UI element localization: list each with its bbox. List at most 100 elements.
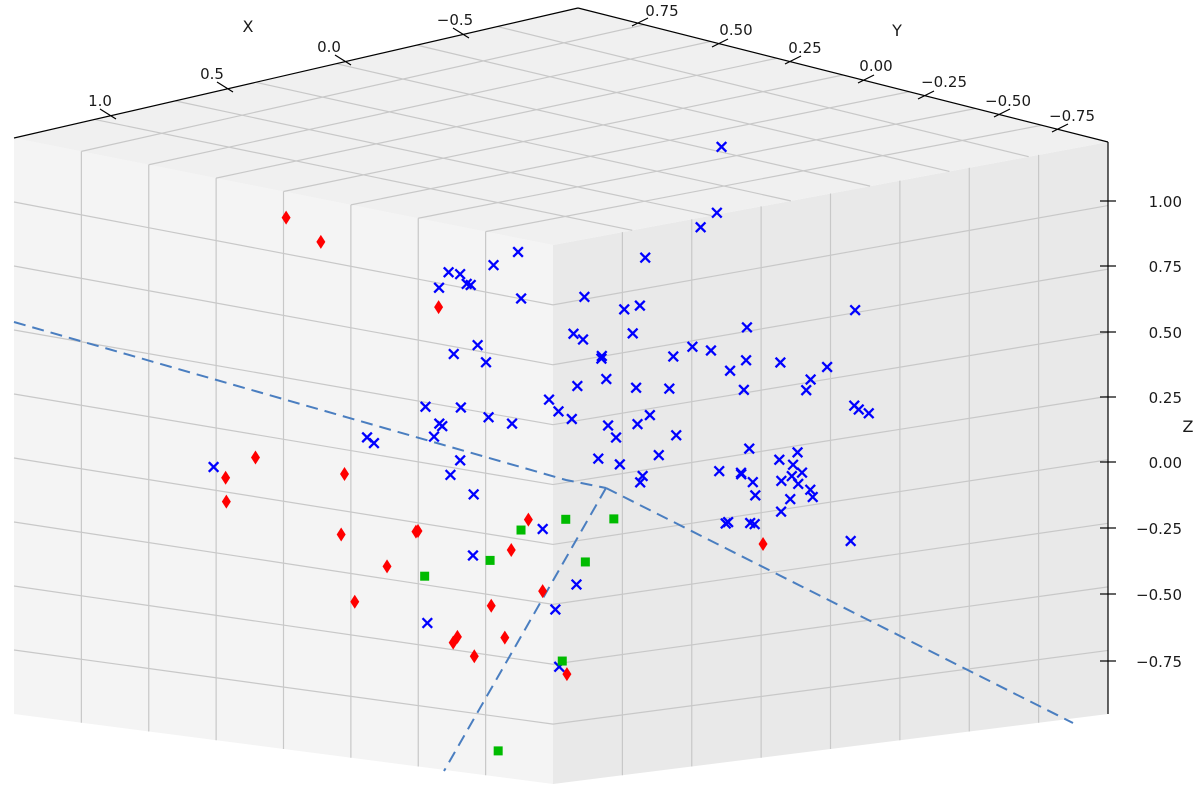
point-red-diamond xyxy=(221,494,231,509)
point-blue-x xyxy=(775,506,787,518)
point-blue-x xyxy=(595,352,608,365)
point-blue-x xyxy=(800,384,812,396)
point-blue-x xyxy=(787,459,799,471)
z-tick-label: −0.25 xyxy=(1136,520,1182,538)
point-blue-x xyxy=(634,476,646,488)
point-blue-x xyxy=(773,454,785,466)
point-blue-x xyxy=(804,484,816,496)
point-blue-x xyxy=(653,449,665,461)
point-blue-x xyxy=(774,356,787,369)
z-tick-label: 0.50 xyxy=(1149,324,1182,342)
point-red-diamond xyxy=(411,524,421,539)
point-blue-x xyxy=(571,380,583,392)
point-blue-x xyxy=(724,365,736,377)
point-blue-x xyxy=(419,401,432,413)
point-blue-x xyxy=(713,465,725,477)
x-axis-line xyxy=(13,7,579,139)
x-tick-mark xyxy=(452,27,470,39)
point-red-diamond xyxy=(340,466,350,481)
y-tick-mark xyxy=(917,90,935,100)
axis-labels: X Y Z xyxy=(243,17,1194,436)
point-blue-x xyxy=(454,454,466,466)
point-blue-x xyxy=(670,429,682,441)
grid-line-horizontal xyxy=(13,457,1109,546)
z-tick-label: −0.75 xyxy=(1136,653,1182,671)
point-blue-x xyxy=(791,446,804,458)
point-blue-x xyxy=(570,578,583,591)
point-red-diamond xyxy=(221,470,231,485)
y-tick-label: −0.25 xyxy=(921,73,967,91)
y-tick-label: 0.50 xyxy=(719,21,752,39)
grid-line-horizontal xyxy=(13,201,1109,306)
point-blue-x xyxy=(549,603,562,616)
grid-line-horizontal xyxy=(13,329,1109,426)
y-tick-mark xyxy=(993,108,1011,118)
y-tick-label: 0.75 xyxy=(645,2,678,20)
y-tick-label: −0.50 xyxy=(985,92,1031,110)
point-blue-x xyxy=(667,350,679,363)
point-blue-x xyxy=(775,475,787,487)
point-blue-x xyxy=(738,384,750,396)
point-blue-x xyxy=(863,407,875,419)
point-blue-x xyxy=(610,431,622,444)
z-tick-label: 1.00 xyxy=(1149,193,1182,211)
point-blue-x xyxy=(749,489,761,501)
point-green-square xyxy=(580,557,590,567)
point-blue-x xyxy=(468,488,480,501)
axis-ticks: 1.00.50.0−0.5 0.750.500.250.00−0.25−0.50−… xyxy=(88,2,1182,671)
point-blue-x xyxy=(567,328,580,340)
point-blue-x xyxy=(578,291,591,303)
point-red-diamond xyxy=(281,210,291,225)
point-red-diamond xyxy=(486,598,496,613)
grid-line-horizontal xyxy=(13,393,1109,486)
dashed-line-right xyxy=(605,487,1074,724)
point-blue-x xyxy=(784,493,796,505)
point-green-square xyxy=(516,525,526,535)
point-blue-x xyxy=(627,327,639,339)
point-blue-x xyxy=(848,400,860,412)
point-red-diamond xyxy=(500,630,510,645)
point-red-diamond xyxy=(350,594,360,609)
point-blue-x xyxy=(740,354,752,366)
point-blue-x xyxy=(454,268,466,280)
dashed-line-upper-left xyxy=(13,321,607,489)
point-blue-x xyxy=(804,373,817,386)
point-blue-x xyxy=(552,405,565,417)
point-blue-x xyxy=(792,478,804,490)
point-blue-x xyxy=(472,339,484,351)
z-tick-label: 0.25 xyxy=(1149,389,1182,407)
point-green-square xyxy=(485,555,495,565)
point-blue-x xyxy=(743,442,755,455)
point-red-diamond xyxy=(316,234,326,249)
point-blue-x xyxy=(433,417,445,430)
top-pane xyxy=(14,8,1108,245)
point-blue-x xyxy=(807,491,819,503)
point-blue-x xyxy=(448,348,460,360)
point-red-diamond xyxy=(250,450,260,465)
dashed-line-lower-left xyxy=(443,487,607,772)
point-blue-x xyxy=(630,382,642,394)
z-axis-label: Z xyxy=(1183,417,1194,436)
point-red-diamond xyxy=(434,300,444,315)
point-blue-x xyxy=(663,383,675,395)
z-tick-label: 0.00 xyxy=(1149,454,1182,472)
point-blue-x xyxy=(796,467,808,479)
point-blue-x xyxy=(634,299,646,312)
x-tick-mark xyxy=(216,81,234,93)
point-blue-x xyxy=(600,373,612,385)
y-tick-mark xyxy=(857,74,875,84)
grid-line-top-y xyxy=(418,107,976,219)
point-blue-x xyxy=(602,419,614,432)
point-blue-x xyxy=(433,282,445,294)
point-blue-x xyxy=(596,350,608,362)
point-red-diamond xyxy=(562,667,572,682)
point-blue-x xyxy=(711,207,723,219)
point-red-diamond xyxy=(382,559,392,574)
point-red-diamond xyxy=(538,584,548,599)
point-blue-x xyxy=(487,259,500,271)
point-blue-x xyxy=(444,469,457,481)
grid-line-horizontal xyxy=(13,521,1109,605)
point-blue-x xyxy=(577,333,589,346)
x-axis-label: X xyxy=(243,17,254,36)
